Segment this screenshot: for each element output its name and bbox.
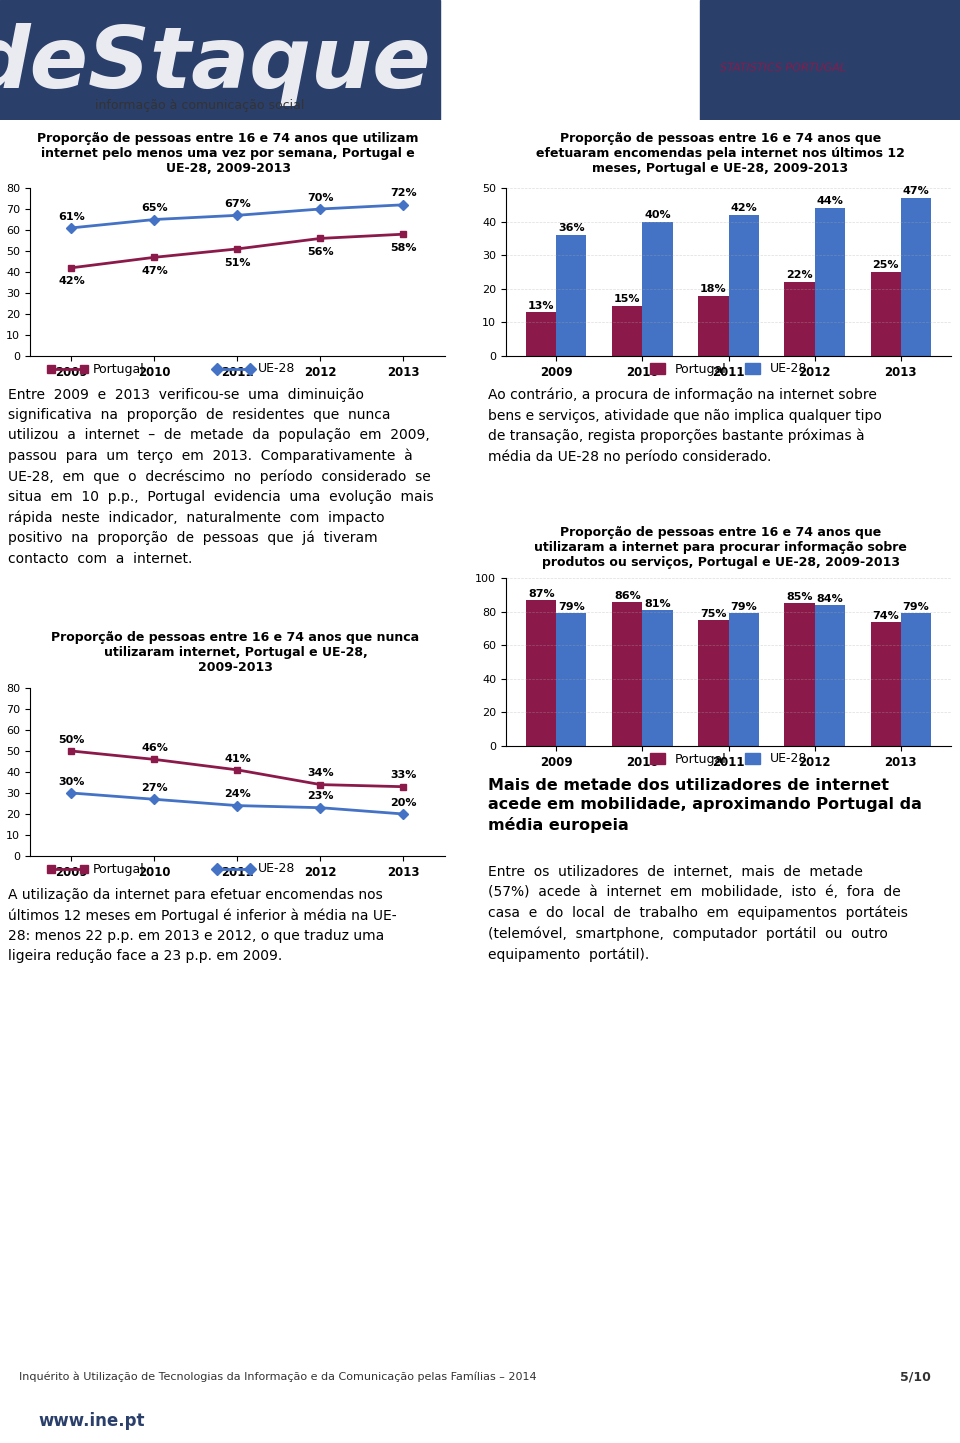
Text: UE-28: UE-28 <box>258 362 296 375</box>
Text: Proporção de pessoas entre 16 e 74 anos que utilizam
internet pelo menos uma vez: Proporção de pessoas entre 16 e 74 anos … <box>37 131 419 175</box>
Text: 50%: 50% <box>59 734 84 745</box>
Text: 67%: 67% <box>224 199 251 209</box>
Legend: Portugal, UE-28: Portugal, UE-28 <box>644 747 812 771</box>
Bar <box>815 605 845 746</box>
Bar <box>557 235 587 356</box>
Text: Entre  2009  e  2013  verificou-se  uma  diminuição
significativa  na  proporção: Entre 2009 e 2013 verificou-se uma dimin… <box>8 388 434 566</box>
Text: 42%: 42% <box>731 203 756 214</box>
Text: www.ine.pt: www.ine.pt <box>38 1413 144 1430</box>
Bar <box>871 271 900 356</box>
Bar <box>526 600 557 746</box>
Text: 46%: 46% <box>141 743 168 753</box>
Bar <box>698 620 729 746</box>
Text: 5/10: 5/10 <box>900 1369 931 1384</box>
Text: 86%: 86% <box>614 590 640 600</box>
Text: 75%: 75% <box>700 609 727 619</box>
Text: Inquérito à Utilização de Tecnologias da Informação e da Comunicação pelas Famíl: Inquérito à Utilização de Tecnologias da… <box>19 1371 537 1382</box>
Text: Portugal: Portugal <box>92 362 144 375</box>
Text: 44%: 44% <box>816 196 843 206</box>
Text: informação à comunicação social: informação à comunicação social <box>95 100 304 113</box>
Bar <box>729 215 758 356</box>
Text: INSTITUTO NACIONAL DE ESTATÍSTICA: INSTITUTO NACIONAL DE ESTATÍSTICA <box>720 45 932 55</box>
Bar <box>612 306 642 356</box>
Text: 24%: 24% <box>224 789 251 799</box>
Text: 56%: 56% <box>307 247 334 257</box>
Text: 79%: 79% <box>731 602 756 612</box>
Text: Mais de metade dos utilizadores de internet
acede em mobilidade, aproximando Por: Mais de metade dos utilizadores de inter… <box>488 778 922 833</box>
Bar <box>526 312 557 356</box>
Text: 25%: 25% <box>873 260 899 270</box>
Text: UE-28: UE-28 <box>258 863 296 876</box>
Text: 79%: 79% <box>902 602 929 612</box>
Text: 58%: 58% <box>391 242 417 253</box>
Bar <box>900 198 931 356</box>
Text: 85%: 85% <box>786 593 813 602</box>
Text: 87%: 87% <box>528 589 555 599</box>
Text: 33%: 33% <box>391 771 417 781</box>
Text: Serviço de Comunicação e Imagem - Tel: +351 21.842.61.00 - sci@ine.pt: Serviço de Comunicação e Imagem - Tel: +… <box>341 1414 773 1429</box>
Text: Proporção de pessoas entre 16 e 74 anos que
utilizaram a internet para procurar : Proporção de pessoas entre 16 e 74 anos … <box>534 525 907 569</box>
Text: |: | <box>180 1411 185 1431</box>
Bar <box>784 281 815 356</box>
Text: Portugal: Portugal <box>92 863 144 876</box>
Legend: Portugal, UE-28: Portugal, UE-28 <box>644 358 812 381</box>
Bar <box>612 602 642 746</box>
Text: Entre  os  utilizadores  de  internet,  mais  de  metade
(57%)  acede  à  intern: Entre os utilizadores de internet, mais … <box>488 864 908 961</box>
Text: 47%: 47% <box>141 266 168 276</box>
Text: Proporção de pessoas entre 16 e 74 anos que nunca
utilizaram internet, Portugal : Proporção de pessoas entre 16 e 74 anos … <box>52 631 420 674</box>
Text: ✓: ✓ <box>782 30 817 72</box>
Text: 18%: 18% <box>700 284 727 294</box>
Text: 13%: 13% <box>528 300 555 310</box>
Bar <box>871 622 900 746</box>
Text: deStaque: deStaque <box>0 23 431 107</box>
Bar <box>642 222 673 356</box>
Text: 65%: 65% <box>141 203 168 214</box>
Bar <box>642 610 673 746</box>
Text: 27%: 27% <box>141 784 168 794</box>
Bar <box>815 208 845 356</box>
Text: 22%: 22% <box>786 270 813 280</box>
Bar <box>729 613 758 746</box>
Text: 84%: 84% <box>816 595 843 605</box>
Bar <box>0 0 440 120</box>
Text: Proporção de pessoas entre 16 e 74 anos que
efetuaram encomendas pela internet n: Proporção de pessoas entre 16 e 74 anos … <box>536 131 905 175</box>
Bar <box>700 0 960 120</box>
Bar <box>784 603 815 746</box>
Text: A utilização da internet para efetuar encomendas nos
últimos 12 meses em Portuga: A utilização da internet para efetuar en… <box>8 887 396 962</box>
Bar <box>698 296 729 356</box>
Text: 42%: 42% <box>59 277 84 287</box>
Bar <box>10 1404 173 1439</box>
Text: 70%: 70% <box>307 193 334 202</box>
Text: Ao contrário, a procura de informação na internet sobre
bens e serviços, ativida: Ao contrário, a procura de informação na… <box>488 388 882 465</box>
Text: 23%: 23% <box>307 791 334 801</box>
Text: 30%: 30% <box>59 776 84 786</box>
Bar <box>557 613 587 746</box>
Text: 74%: 74% <box>873 610 899 620</box>
Text: 61%: 61% <box>59 212 84 222</box>
Text: 51%: 51% <box>225 257 251 267</box>
Text: 34%: 34% <box>307 768 334 778</box>
Text: 15%: 15% <box>614 294 640 304</box>
Text: 36%: 36% <box>558 224 585 234</box>
Text: 40%: 40% <box>644 209 671 219</box>
Text: 81%: 81% <box>644 599 671 609</box>
Text: 47%: 47% <box>902 186 929 196</box>
Text: 79%: 79% <box>558 602 585 612</box>
Bar <box>900 613 931 746</box>
Text: 72%: 72% <box>390 189 417 199</box>
Text: STATISTICS PORTUGAL: STATISTICS PORTUGAL <box>720 63 846 74</box>
Text: 41%: 41% <box>224 753 251 763</box>
Text: 20%: 20% <box>391 798 417 808</box>
